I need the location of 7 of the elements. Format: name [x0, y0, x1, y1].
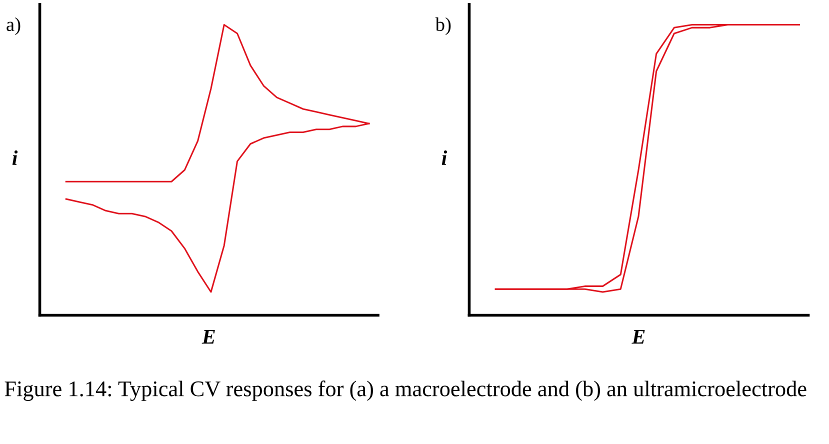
chart-title: b)	[435, 17, 451, 36]
x-axis-title: E	[632, 330, 645, 344]
caption: Figure 1.14: Typical CV responses for (a) a macroelectrode and (b) an ultramicroelectrode	[4, 380, 806, 401]
chart-title: a)	[6, 17, 20, 36]
y-axis-title: i	[442, 150, 448, 165]
y-axis-title: i	[12, 150, 18, 165]
x-axis-title: E	[202, 330, 215, 344]
